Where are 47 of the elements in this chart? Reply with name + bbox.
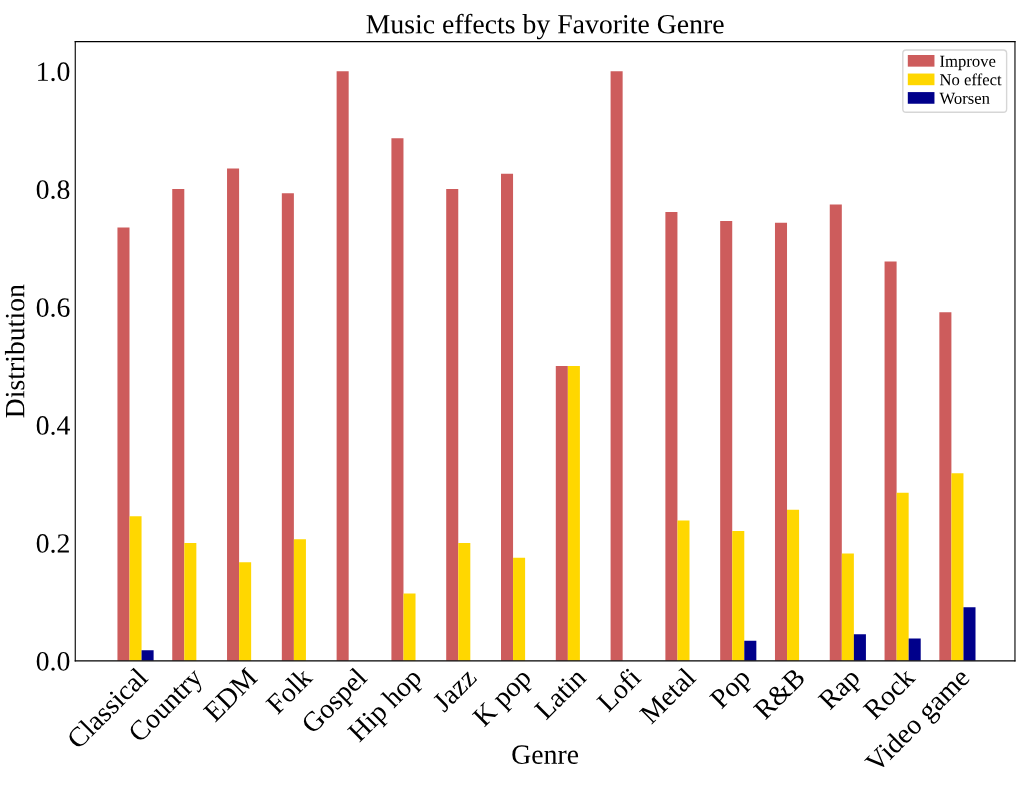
x-axis-title: Genre [512, 745, 579, 764]
bar [732, 531, 745, 661]
bar [293, 539, 306, 661]
bar [172, 189, 185, 661]
legend-label: No effect [939, 73, 1002, 86]
chart-title: Music effects by Favorite Genre [366, 13, 724, 40]
bar [787, 509, 800, 661]
bar [458, 542, 471, 661]
bar [720, 220, 733, 661]
bar [963, 607, 976, 661]
bar [939, 312, 952, 661]
bar [841, 553, 854, 661]
bar [896, 492, 909, 661]
bar [774, 222, 788, 661]
bar [281, 193, 294, 661]
bar [129, 516, 142, 661]
y-tick-label: 0.6 [36, 298, 70, 318]
bar [141, 650, 154, 661]
bar [853, 634, 866, 661]
bar [884, 261, 897, 661]
bar [227, 168, 240, 661]
legend-label: Improve [940, 55, 996, 71]
bar [336, 71, 349, 661]
bar [501, 173, 514, 661]
bar [567, 365, 580, 661]
bar [555, 365, 568, 661]
bar [610, 71, 623, 661]
y-axis-title: Distribution [4, 284, 25, 418]
y-tick-label: 0.0 [36, 651, 70, 671]
bar [951, 473, 964, 661]
bar [908, 638, 921, 661]
bar [677, 520, 690, 661]
bar [665, 212, 678, 661]
bar [446, 189, 459, 661]
bar [513, 557, 526, 661]
y-tick-label: 1.0 [38, 62, 70, 82]
legend-label: Worsen [939, 92, 990, 104]
y-tick-label: 0.8 [36, 180, 70, 200]
bar [391, 138, 404, 661]
bar [403, 593, 416, 661]
bar [744, 640, 757, 661]
bar [184, 542, 197, 661]
bar [117, 227, 130, 661]
y-tick-label: 0.2 [36, 534, 69, 553]
y-tick-label: 0.4 [36, 416, 70, 435]
bar [829, 204, 842, 661]
bar [239, 562, 252, 661]
